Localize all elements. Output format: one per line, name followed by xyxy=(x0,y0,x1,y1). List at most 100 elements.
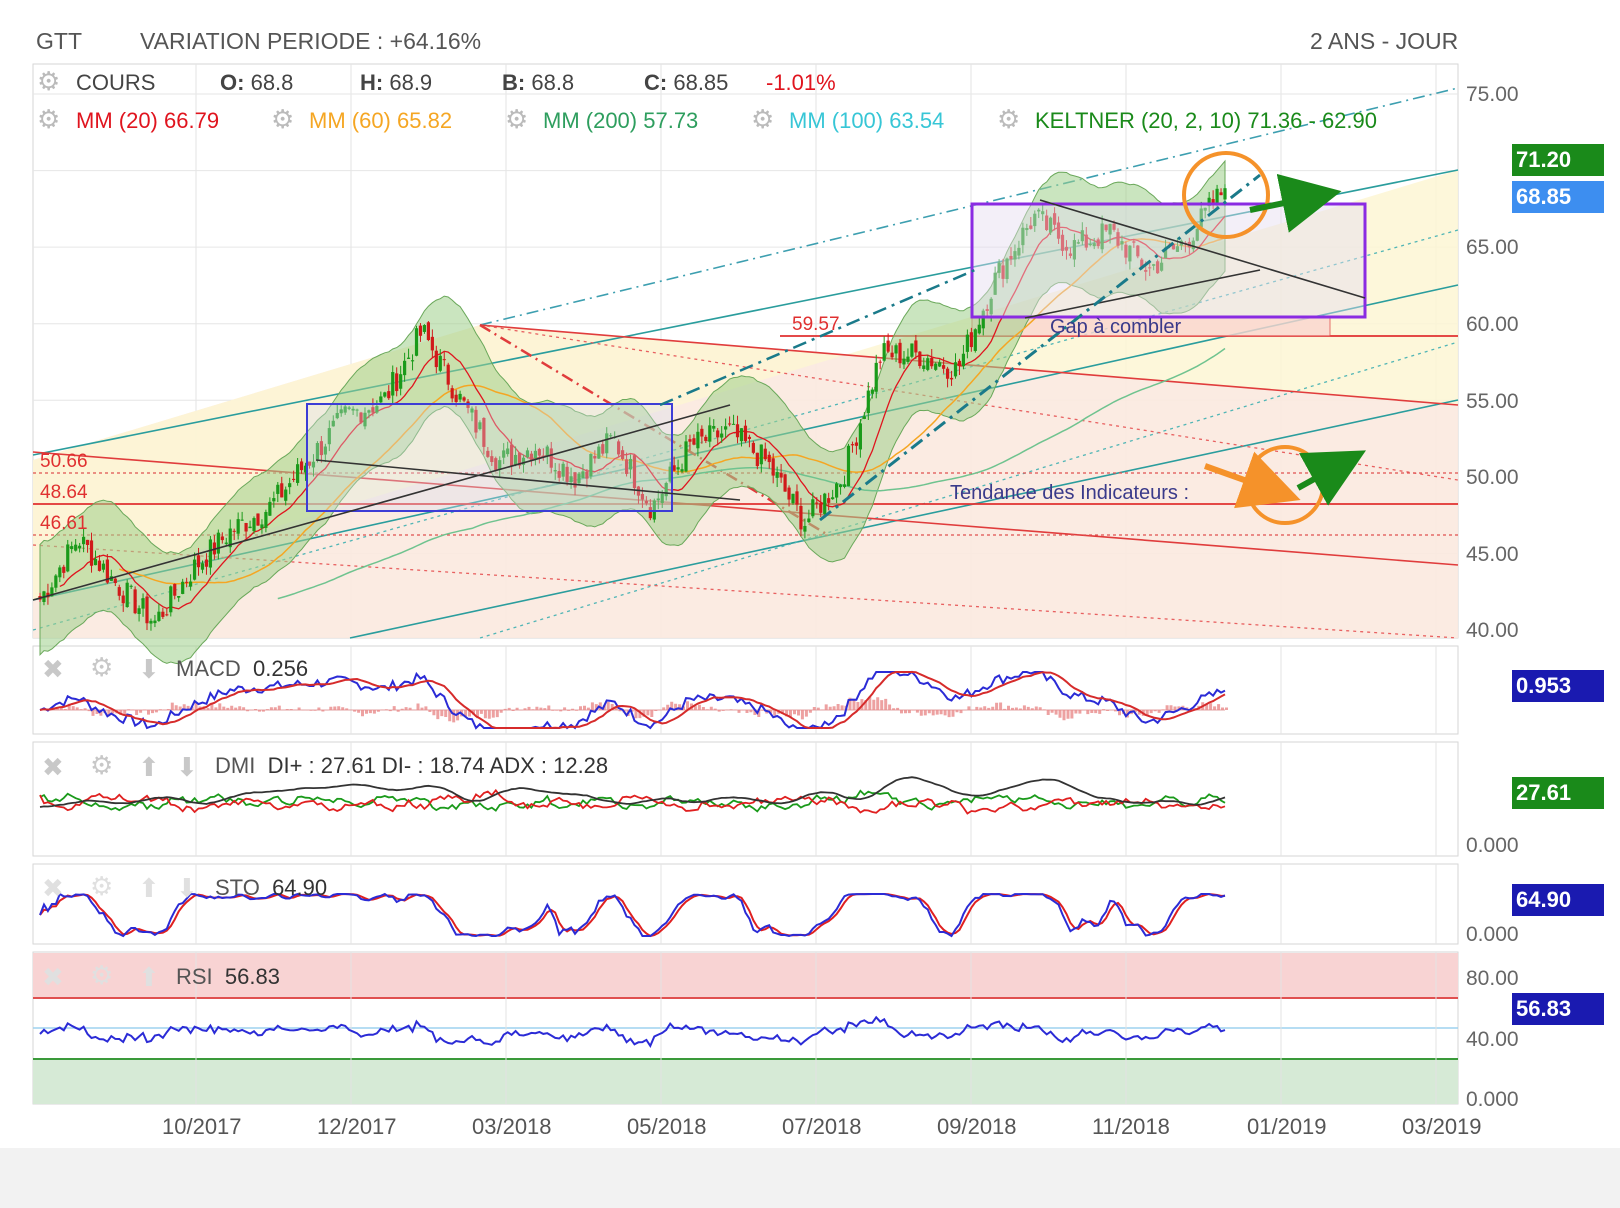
rsi-flag: 56.83 xyxy=(1512,993,1604,1025)
candle-body xyxy=(1021,227,1025,246)
rsi-settings-icon[interactable]: ⚙ xyxy=(90,960,114,990)
candle-body xyxy=(236,519,240,534)
candle-body xyxy=(204,559,209,567)
candle-body xyxy=(54,575,58,588)
x-tick-05-2018: 05/2018 xyxy=(627,1114,707,1139)
candle-body xyxy=(743,425,748,442)
keltner-settings-icon[interactable]: ⚙ xyxy=(997,104,1021,134)
dmi-settings-icon[interactable]: ⚙ xyxy=(90,750,114,780)
breakout-circle xyxy=(1182,151,1270,239)
candle-body xyxy=(406,357,411,359)
y-tick-75: 75.00 xyxy=(1466,83,1519,106)
rsi-close-icon[interactable]: ✖ xyxy=(42,962,64,992)
candle-body xyxy=(331,420,335,427)
macd-close-icon[interactable]: ✖ xyxy=(42,654,64,684)
candle-body xyxy=(74,544,78,551)
candle-body xyxy=(1112,223,1116,230)
dmi-move-up-icon[interactable]: ⬆ xyxy=(138,752,160,782)
candle-body xyxy=(50,587,54,597)
candle-body xyxy=(430,336,434,351)
candle-body xyxy=(113,578,117,584)
macd-settings-icon[interactable]: ⚙ xyxy=(90,652,114,682)
candle-body xyxy=(945,368,950,379)
candle-body xyxy=(129,585,133,587)
candle-body xyxy=(525,450,530,458)
candle-body xyxy=(97,560,102,571)
sto-move-down-icon[interactable]: ⬇ xyxy=(176,873,198,903)
candle-body xyxy=(149,620,153,624)
candle-body xyxy=(391,372,395,396)
candle-body xyxy=(220,536,224,541)
candle-body xyxy=(783,474,787,492)
candle-body xyxy=(521,457,526,465)
candle-body xyxy=(240,519,244,521)
mm100-settings-icon[interactable]: ⚙ xyxy=(751,104,775,134)
candle-body xyxy=(292,478,296,480)
candle-body xyxy=(664,483,668,497)
candle-body xyxy=(1029,225,1033,229)
mm200-label: MM (200) 57.73 xyxy=(543,108,699,133)
candle-body xyxy=(1001,265,1005,279)
candle-body xyxy=(1116,232,1120,246)
mm20-settings-icon[interactable]: ⚙ xyxy=(37,104,61,134)
candle-body xyxy=(315,443,320,460)
candle-body xyxy=(410,360,415,362)
candle-body xyxy=(62,566,66,573)
candle-body xyxy=(1013,251,1017,260)
candle-body xyxy=(256,513,260,526)
mm200-settings-icon[interactable]: ⚙ xyxy=(505,104,529,134)
dmi-move-down-icon[interactable]: ⬇ xyxy=(176,752,198,782)
teal-dashdot-rise xyxy=(819,173,1261,522)
candle-body xyxy=(878,361,882,363)
candle-body xyxy=(1104,224,1108,231)
sto-settings-icon[interactable]: ⚙ xyxy=(90,871,114,901)
dmi-close-icon[interactable]: ✖ xyxy=(42,752,64,782)
candle-body xyxy=(1037,209,1041,212)
sto-close-icon[interactable]: ✖ xyxy=(42,873,64,903)
mm100-label: MM (100) 63.54 xyxy=(789,108,945,133)
level-50-66-label: 50.66 xyxy=(40,451,88,472)
candle-body xyxy=(652,500,656,520)
rsi-overbought-zone xyxy=(33,953,1458,998)
candle-body xyxy=(296,464,300,483)
candle-body xyxy=(1175,246,1180,252)
purple-consolidation-box xyxy=(970,202,1367,319)
macd-move-down-icon[interactable]: ⬇ xyxy=(138,654,160,684)
candle-body xyxy=(319,441,323,456)
pitchfork-lower-line xyxy=(349,399,1459,639)
period-variation: VARIATION PERIODE : +64.16% xyxy=(140,28,482,54)
candle-body xyxy=(121,595,125,604)
candle-body xyxy=(359,412,363,423)
orange-arrow xyxy=(1203,451,1301,509)
period-selector[interactable]: 2 ANS - JOUR xyxy=(1310,28,1459,54)
candle-body xyxy=(208,539,213,568)
change-percent: -1.01% xyxy=(766,70,836,95)
x-tick-10-2017: 10/2017 xyxy=(162,1114,242,1139)
candle-body xyxy=(414,328,419,356)
candle-body xyxy=(747,436,752,439)
candle-body xyxy=(165,614,169,616)
adx-line xyxy=(39,776,1226,808)
x-tick-03-2019: 03/2019 xyxy=(1402,1114,1482,1139)
candle-body xyxy=(545,446,549,457)
y-tick-45: 45.00 xyxy=(1466,543,1519,566)
rsi-move-up-icon[interactable]: ⬆ xyxy=(138,962,160,992)
candle-body xyxy=(93,558,98,566)
candle-body xyxy=(1088,243,1092,246)
mm60-settings-icon[interactable]: ⚙ xyxy=(271,104,295,134)
x-tick-09-2018: 09/2018 xyxy=(937,1114,1017,1139)
sto-axis-zero: 0.000 xyxy=(1466,923,1519,946)
candle-body xyxy=(815,502,819,504)
candle-body xyxy=(252,518,256,532)
sto-move-up-icon[interactable]: ⬆ xyxy=(138,873,160,903)
candle-body xyxy=(898,342,902,364)
close-value: C: 68.85 xyxy=(644,70,729,95)
keltner-high-flag: 71.20 xyxy=(1512,144,1604,176)
pitchfork-dotted-2 xyxy=(479,341,1459,639)
candle-body xyxy=(656,498,660,501)
cours-settings-icon[interactable]: ⚙ xyxy=(37,66,61,96)
candle-body xyxy=(450,388,454,399)
candle-body xyxy=(874,362,878,392)
candle-body xyxy=(502,450,506,458)
candle-body xyxy=(1211,199,1215,206)
